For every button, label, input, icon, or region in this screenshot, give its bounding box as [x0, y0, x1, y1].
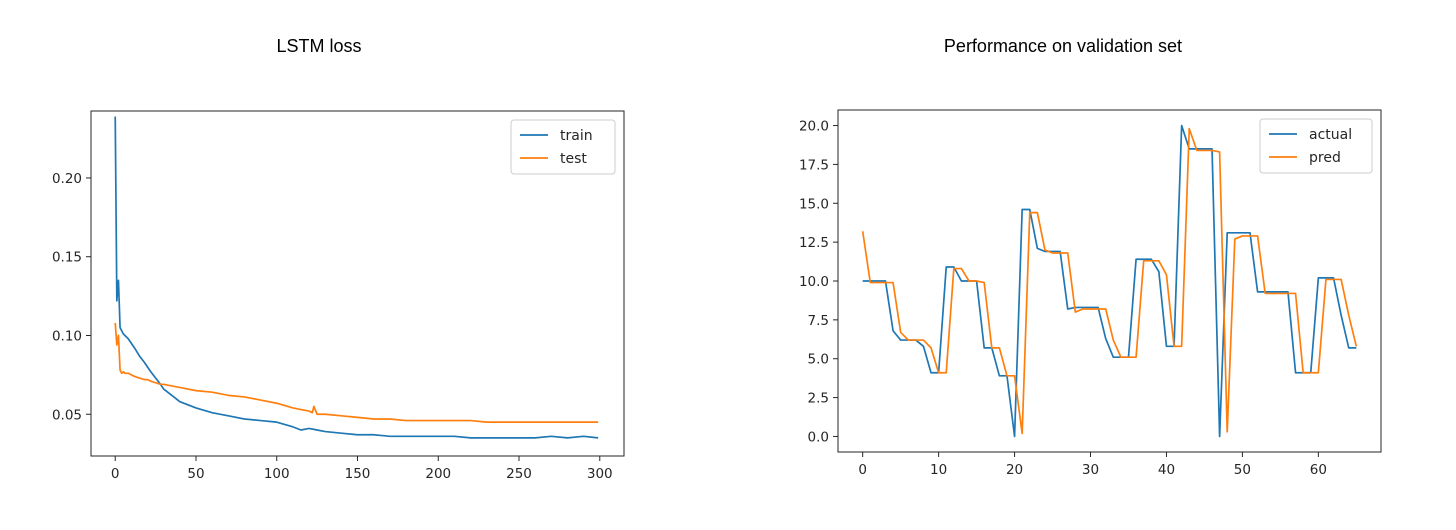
right-chart-title: Performance on validation set	[943, 36, 1183, 56]
right-y-tick-label: 15.0	[799, 196, 829, 212]
left-y-tick-label: 0.20	[52, 171, 82, 187]
left-x-tick-label: 300	[587, 466, 613, 482]
right-y-tick-label: 7.5	[808, 313, 829, 329]
right-y-tick-label: 17.5	[799, 157, 829, 173]
right-x-tick-label: 30	[1082, 462, 1099, 478]
right-x-tick-label: 0	[858, 462, 867, 478]
right-legend-label-actual: actual	[1309, 127, 1352, 143]
right-x-tick-label: 20	[1006, 462, 1023, 478]
right-y-tick-label: 20.0	[799, 119, 829, 135]
right-legend-label-pred: pred	[1309, 150, 1341, 166]
right-y-tick-label: 12.5	[799, 235, 829, 251]
left-legend	[510, 119, 616, 175]
right-legend	[1259, 118, 1373, 174]
left-x-tick-label: 0	[111, 466, 120, 482]
right-x-tick-label: 40	[1158, 462, 1175, 478]
right-x-tick-label: 50	[1234, 462, 1251, 478]
left-legend-label-test: test	[560, 151, 587, 167]
left-chart-title: LSTM loss	[276, 36, 362, 56]
right-y-tick-label: 5.0	[808, 352, 829, 368]
left-series-line-train	[114, 116, 599, 439]
left-x-tick-label: 50	[187, 466, 204, 482]
left-y-tick-label: 0.05	[52, 407, 82, 423]
right-y-tick-label: 2.5	[808, 391, 829, 407]
left-x-tick-label: 250	[506, 466, 532, 482]
right-series-line-pred	[861, 127, 1358, 435]
right-y-tick-label: 0.0	[808, 429, 829, 445]
right-y-tick-label: 10.0	[799, 274, 829, 290]
left-x-tick-label: 200	[425, 466, 451, 482]
left-legend-label-train: train	[560, 128, 593, 144]
left-y-tick-label: 0.15	[52, 250, 82, 266]
left-x-tick-label: 150	[345, 466, 371, 482]
right-series-line-actual	[862, 124, 1357, 438]
right-x-tick-label: 10	[930, 462, 947, 478]
left-x-tick-label: 100	[264, 466, 290, 482]
left-series-line-test	[114, 322, 599, 423]
right-x-tick-label: 60	[1310, 462, 1327, 478]
left-y-tick-label: 0.10	[52, 328, 82, 344]
